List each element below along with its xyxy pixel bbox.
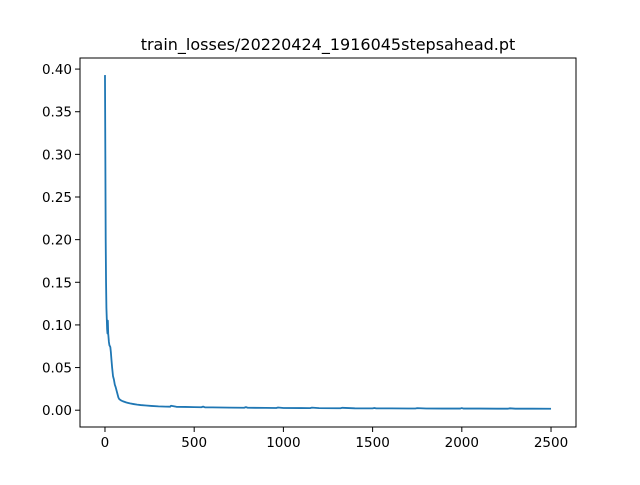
y-tick-label: 0.05 <box>42 361 72 377</box>
x-tick-label: 0 <box>101 435 110 451</box>
x-tick-label: 2500 <box>534 435 568 451</box>
y-tick-label: 0.40 <box>42 62 72 78</box>
x-tick-label: 500 <box>181 435 207 451</box>
y-tick-label: 0.00 <box>42 403 72 419</box>
series-layer <box>104 75 552 410</box>
y-tick-label: 0.25 <box>42 190 72 206</box>
y-tick-label: 0.30 <box>42 147 72 163</box>
axes-frame <box>79 57 577 428</box>
y-tick-label: 0.10 <box>42 318 72 334</box>
series-line <box>104 75 552 410</box>
x-tick-label: 2000 <box>445 435 479 451</box>
y-tick-label: 0.20 <box>42 233 72 249</box>
x-axis-ticks: 0 500 1000 1500 2000 2500 <box>101 427 568 451</box>
y-tick-label: 0.35 <box>42 105 72 121</box>
chart-title: train_losses/20220424_1916045stepsahead.… <box>141 35 516 55</box>
y-tick-label: 0.15 <box>42 275 72 291</box>
y-axis-ticks: 0.00 0.05 0.10 0.15 0.20 0.25 0.30 0.35 0.40 <box>42 62 80 419</box>
x-tick-label: 1500 <box>355 435 389 451</box>
x-tick-label: 1000 <box>266 435 300 451</box>
